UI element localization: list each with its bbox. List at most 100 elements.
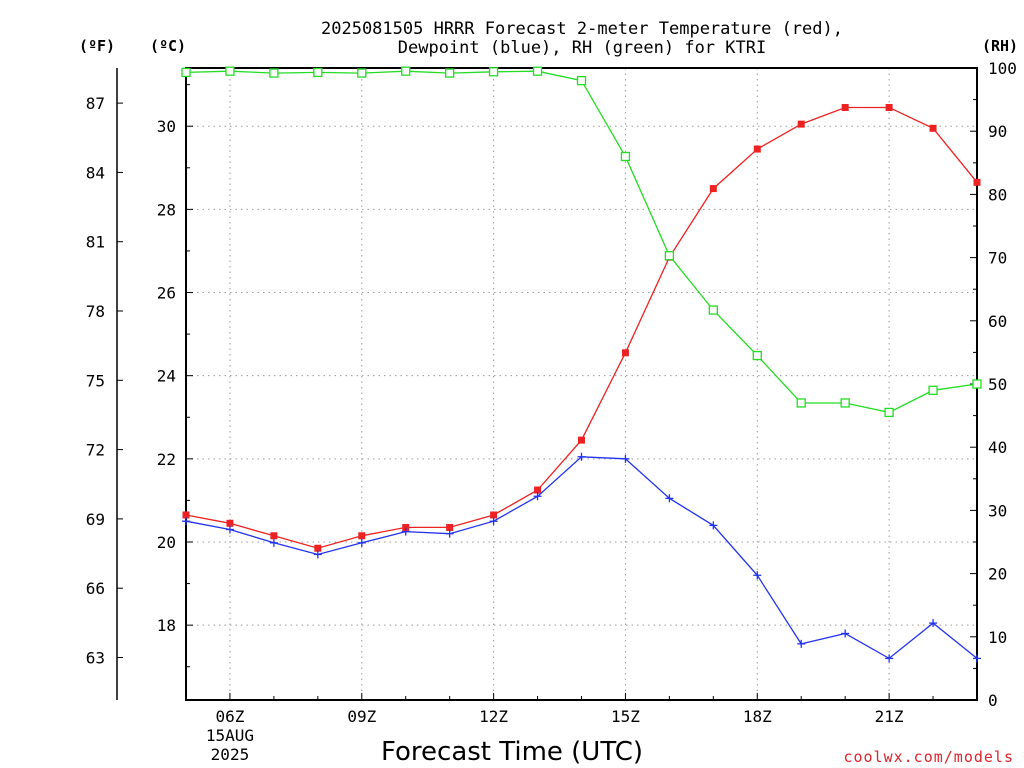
rh-point — [357, 68, 367, 78]
fahrenheit-tick-label: 63 — [86, 648, 105, 667]
x-tick-label: 06Z — [215, 707, 244, 726]
temperature-point — [182, 511, 190, 519]
rh-tick-label: 100 — [988, 59, 1017, 78]
celsius-tick-label: 18 — [157, 616, 176, 635]
temperature-point — [885, 104, 893, 111]
rh-tick-label: 70 — [988, 249, 1007, 268]
temperature-point — [929, 124, 937, 132]
temperature-point — [621, 349, 629, 357]
temperature-point — [490, 511, 498, 519]
rh-point — [972, 379, 982, 389]
rh-point — [708, 305, 718, 315]
rh-point — [181, 67, 191, 78]
dewpoint-point — [797, 639, 806, 648]
dewpoint-point — [489, 517, 498, 526]
rh-point — [532, 66, 543, 76]
rh-point — [752, 350, 762, 361]
temperature-line — [185, 106, 978, 549]
dewpoint-point — [841, 629, 850, 638]
dewpoint-point — [621, 454, 630, 463]
celsius-tick-label: 28 — [157, 200, 176, 219]
rh-tick-label: 40 — [988, 438, 1007, 457]
x-tick-sublabel: 15AUG — [206, 726, 254, 745]
celsius-tick-label: 22 — [157, 450, 176, 469]
dewpoint-point — [709, 521, 718, 530]
temperature-point — [973, 178, 981, 186]
x-tick-label: 21Z — [875, 707, 904, 726]
rh-tick-label: 60 — [988, 312, 1007, 331]
rh-tick-label: 90 — [988, 122, 1007, 141]
fahrenheit-tick-label: 72 — [86, 441, 105, 460]
rh-point — [576, 75, 587, 86]
chart-title-line-2: Dewpoint (blue), RH (green) for KTRI — [398, 38, 766, 58]
chart-title-line-1: 2025081505 HRRR Forecast 2-meter Tempera… — [321, 19, 843, 39]
rh-point — [664, 251, 675, 261]
axes — [116, 67, 978, 701]
dewpoint-point — [885, 654, 894, 663]
dewpoint-point — [313, 550, 322, 559]
fahrenheit-tick-label: 81 — [86, 233, 105, 252]
rh-tick-label: 0 — [988, 691, 998, 710]
dewpoint-point — [182, 517, 190, 526]
credit-text: coolwx.com/models — [843, 748, 1014, 766]
rh-point — [488, 67, 499, 77]
dewpoint-point — [357, 538, 366, 547]
x-tick-label: 09Z — [347, 707, 376, 726]
dewpoint-point — [753, 571, 762, 580]
fahrenheit-unit-label: (ºF) — [79, 37, 115, 55]
rh-tick-label: 10 — [988, 628, 1007, 647]
celsius-unit-label: (ºC) — [150, 37, 186, 55]
rh-point — [269, 68, 279, 78]
rh-tick-label: 80 — [988, 185, 1007, 204]
dewpoint-point — [577, 452, 586, 461]
fahrenheit-tick-label: 75 — [86, 371, 105, 390]
dewpoint-point — [973, 654, 981, 663]
dewpoint-point — [533, 492, 542, 501]
rh-tick-label: 30 — [988, 501, 1007, 520]
rh-unit-label: (RH) — [982, 37, 1018, 55]
fahrenheit-tick-label: 66 — [86, 579, 105, 598]
rh-point — [620, 151, 631, 162]
fahrenheit-tick-label: 78 — [86, 302, 105, 321]
temperature-point — [446, 523, 454, 531]
rh-point — [796, 398, 806, 408]
fahrenheit-tick-label: 84 — [86, 163, 105, 182]
dewpoint-point — [401, 527, 410, 536]
temperature-point — [841, 104, 849, 111]
temperature-point — [402, 523, 410, 531]
plot-frame — [185, 67, 978, 701]
x-tick-sublabel: 2025 — [211, 745, 250, 764]
temperature-point — [578, 436, 585, 444]
celsius-tick-label: 30 — [157, 117, 176, 136]
temperature-point — [226, 519, 234, 527]
celsius-tick-label: 20 — [157, 533, 176, 552]
dewpoint-point — [269, 538, 278, 547]
temperature-point — [709, 185, 717, 193]
temperature-point — [270, 532, 278, 540]
x-axis-title: Forecast Time (UTC) — [381, 737, 643, 767]
fahrenheit-tick-label: 69 — [86, 510, 105, 529]
temperature-point — [534, 486, 542, 494]
dewpoint-line — [185, 456, 978, 660]
temperature-point — [797, 120, 805, 128]
rh-point — [313, 67, 323, 78]
rh-point — [884, 407, 894, 418]
celsius-tick-label: 26 — [157, 284, 176, 303]
x-tick-label: 18Z — [743, 707, 772, 726]
x-tick-label: 15Z — [611, 707, 640, 726]
rh-tick-label: 50 — [988, 375, 1007, 394]
rh-point — [928, 385, 938, 395]
series-layer — [181, 66, 982, 663]
temperature-point — [753, 145, 761, 153]
dewpoint-point — [225, 525, 234, 534]
temperature-point — [358, 532, 366, 540]
dewpoint-point — [665, 494, 674, 503]
rh-point — [840, 398, 850, 408]
rh-point — [225, 66, 235, 76]
rh-point — [445, 68, 455, 78]
celsius-tick-label: 24 — [157, 367, 176, 386]
fahrenheit-tick-label: 87 — [86, 94, 105, 113]
x-tick-label: 12Z — [479, 707, 508, 726]
rh-point — [401, 66, 411, 76]
